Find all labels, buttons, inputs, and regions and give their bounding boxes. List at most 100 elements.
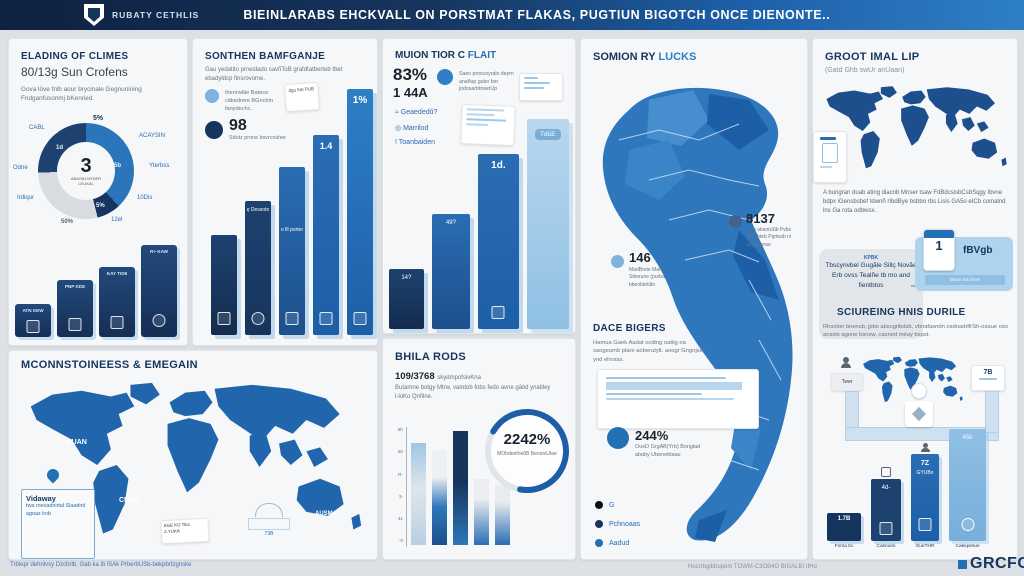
stat-dot bbox=[729, 215, 742, 228]
somion-title: SOMION RY LUCKS bbox=[593, 51, 696, 63]
bubble-tag: KPBK bbox=[863, 255, 879, 261]
bottle-icon bbox=[491, 306, 505, 319]
donut-seg-navy: 1d bbox=[56, 145, 64, 151]
speech-bubble: KPBK Tbscynvbel Gugãle Sillç Novãe Erb o… bbox=[819, 249, 923, 339]
card-icon bbox=[879, 522, 893, 535]
box-icon bbox=[881, 467, 891, 477]
x-label: Forsa bc bbox=[834, 544, 854, 549]
bamfgange-stat: 98 bbox=[229, 117, 247, 134]
step-bar: ATN KEW bbox=[15, 304, 51, 337]
panel-bamfgange: SONTHEN BAMFGANJE Gau yedatito prrwidado… bbox=[192, 38, 378, 346]
bar-label: 1.7B bbox=[837, 516, 851, 522]
groot-subtitle: (Gatd Ghb swUr anUaan) bbox=[825, 67, 905, 74]
muion-stat-num: 1 44A bbox=[393, 85, 428, 100]
map-label-sa: CUDA bbox=[119, 497, 140, 504]
bar bbox=[495, 485, 510, 545]
y-tick: 50 bbox=[397, 449, 403, 455]
somion-body: Hamua Gaek Aadat ocding oatiig oa saogeu… bbox=[593, 340, 707, 363]
x-label: GueTHR bbox=[915, 544, 935, 549]
legend-label: Pchnoaas bbox=[609, 520, 641, 528]
somion-subhead: DACE BIGERS bbox=[593, 323, 666, 334]
bar bbox=[453, 431, 468, 545]
donut-label-bottom: 12el bbox=[111, 217, 123, 223]
sciureing-title: SCIUREING HNIS DURILE bbox=[837, 307, 966, 318]
bullet-label: Marrilod bbox=[403, 125, 429, 132]
logo-text: GRCFC bbox=[970, 555, 1024, 572]
step-label: PNP KDE bbox=[64, 284, 86, 289]
monitor-icon bbox=[285, 312, 299, 325]
panel-emegain: MCONNSTOINEESS & EMEGAIN EUAN CUDA AUSMA… bbox=[8, 350, 378, 560]
footer-right-text: Hocrrbgibbupem TOWM-C3OB4G BIGALBI IIHo bbox=[688, 564, 817, 570]
donut-chart: 1d 5b 5% 3 ABAGIN NYDER LEUKAL bbox=[38, 123, 134, 219]
calendar-icon: 1 bbox=[923, 229, 955, 271]
y-tick: -0 bbox=[398, 538, 403, 544]
legend-dot-blue bbox=[595, 539, 603, 547]
bullet-row: ! Toanbaiden bbox=[395, 139, 435, 146]
bhila-title: BHILA RODS bbox=[395, 351, 467, 363]
date-card-value: fBVgb bbox=[963, 245, 993, 256]
callout-box: Vidaway twa roexadnirtal Slaadnd agoaz k… bbox=[21, 489, 95, 559]
y-tick: 8h bbox=[397, 427, 403, 432]
bar: 45b bbox=[949, 429, 986, 541]
blueprint-card bbox=[597, 369, 759, 429]
footer-left-text: Trblepr dehnlvsy Dzcbrlb, Gab ka ib iSAk… bbox=[10, 562, 192, 568]
somion-stat3-note: OusO GrgAB(Yrb) Bonglad ababy Ubenebtaau bbox=[635, 444, 701, 458]
bar-top-badge: TdŭE bbox=[535, 129, 561, 140]
flow-right-node: 7B bbox=[971, 365, 1005, 391]
legend-label: Aadud bbox=[609, 539, 630, 547]
world-map-dark bbox=[826, 86, 1007, 169]
bar: TdŭE bbox=[526, 119, 569, 329]
donut-seg-dark: 5% bbox=[96, 203, 105, 209]
panel-somion: SOMION RY LUCKS 8137 Jorn abaniziŭb Pvbs… bbox=[580, 38, 808, 560]
bar-label: ę Dessoto bbox=[246, 207, 270, 213]
step-bar: R+ KAW bbox=[141, 245, 177, 337]
bar: 1.7B bbox=[827, 513, 861, 541]
x-label: Cakepesus bbox=[955, 544, 980, 549]
bar-group: 7Z GYUBo GueTHR bbox=[911, 399, 939, 549]
box-icon bbox=[110, 316, 124, 329]
gauge-note: MObdeefrieŭB BenotsUtae bbox=[497, 451, 557, 457]
y-axis: 8h 50 R- 3- 41 -0 bbox=[387, 427, 403, 545]
panel-clines: ELADING OF CLIMES 80/13g Sun Crofens Gov… bbox=[8, 38, 188, 346]
shield-node-icon bbox=[905, 401, 933, 427]
flow-left-node: Twer bbox=[831, 373, 863, 391]
bar: 4d- bbox=[871, 479, 901, 541]
dome-label: 73B bbox=[264, 531, 274, 537]
callout-title: Vidaway bbox=[26, 494, 56, 503]
spotlight-icon bbox=[152, 314, 166, 327]
somion-stat2-note: MadBrete Mark Siberuoe (purba bbeobtetiã… bbox=[629, 267, 665, 288]
muion-title-b: FLAIT bbox=[467, 50, 497, 61]
panel-bhila: BHILA RODS 109/3768 skydmpofsivKna Butam… bbox=[382, 338, 576, 560]
emegain-title: MCONNSTOINEESS & EMEGAIN bbox=[21, 359, 198, 371]
legend-label: G bbox=[609, 501, 615, 509]
header-title: BIEINLARABS EHCKVALL ON PORSTMAT FLAKAS,… bbox=[243, 8, 831, 22]
brand: RUBATY CETHLIS bbox=[84, 4, 199, 26]
donut-center-note: ABAGIN NYDER LEUKAL bbox=[70, 176, 102, 186]
bar-label: 14? bbox=[401, 275, 412, 281]
bamfgange-title: SONTHEN BAMFGANJE bbox=[205, 51, 326, 62]
bar-label: 1% bbox=[352, 95, 368, 106]
bhila-bar-chart bbox=[411, 429, 515, 545]
step-label: R+ KAW bbox=[150, 249, 168, 254]
legend-dot-light bbox=[205, 89, 219, 103]
somion-stat3: 244% bbox=[635, 428, 669, 443]
donut-center-value: 3 bbox=[80, 155, 92, 177]
x-label: Casnuris bbox=[876, 544, 896, 549]
clines-subtitle: 80/13g Sun Crofens bbox=[21, 65, 128, 79]
groot-body: A burigran duab ating diacnb Mnser tsaw … bbox=[823, 190, 1006, 214]
somion-stat1-note: Jorn abaniziŭb Pvbs abeabteb Pgrteab ni … bbox=[746, 227, 792, 248]
map-tag: AGE KO TEa Z.YUKA bbox=[160, 517, 210, 545]
stat-dot bbox=[607, 427, 629, 449]
y-tick: 3- bbox=[398, 493, 403, 499]
calendar-day: 1 bbox=[935, 238, 943, 253]
node-circle-icon bbox=[911, 383, 927, 399]
bar-label: o fil porter bbox=[280, 227, 304, 233]
date-card-strip: Bsvae bsb bnes bbox=[925, 275, 1005, 285]
bubble-text: Tbscynvbel Gugãle Sillç Novãe Erb ovss T… bbox=[825, 262, 917, 289]
trophy-icon bbox=[68, 318, 82, 331]
somion-title-a: SOMION RY bbox=[593, 51, 656, 63]
bar bbox=[411, 443, 426, 545]
donut-seg-blue: 5b bbox=[114, 163, 122, 169]
donut-label-topleft: CABL bbox=[29, 125, 45, 131]
